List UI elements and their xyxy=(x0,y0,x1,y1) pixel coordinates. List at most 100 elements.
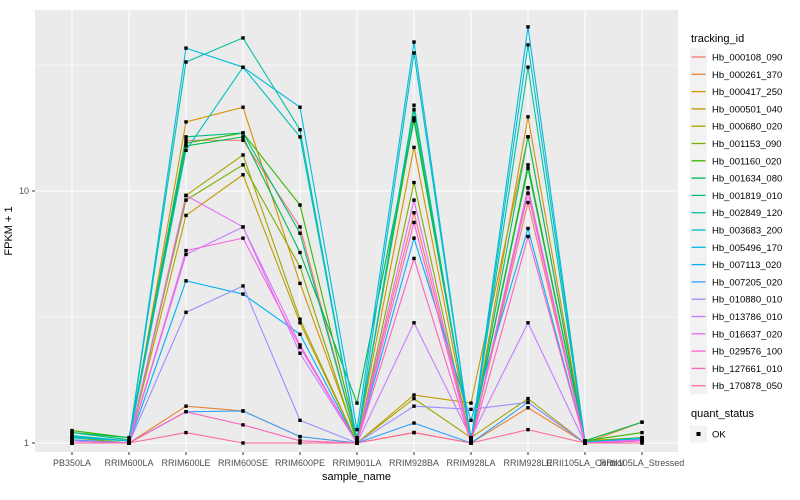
legend-item-label: Hb_000680_020 xyxy=(712,122,782,133)
data-point-marker xyxy=(412,396,416,401)
data-point-marker xyxy=(184,46,188,50)
data-point-marker xyxy=(241,409,245,413)
legend-item-label: Hb_007113_020 xyxy=(712,260,782,271)
legend-item-ok: OK xyxy=(690,425,726,443)
data-point-marker xyxy=(412,51,416,55)
data-point-marker xyxy=(469,441,473,445)
legend-item: Hb_127661_010 xyxy=(690,359,782,377)
data-point-marker xyxy=(184,60,188,64)
legend-item: Hb_000417_250 xyxy=(690,83,782,101)
legend-item-label: Hb_001160_020 xyxy=(712,156,782,167)
data-point-marker xyxy=(184,141,188,145)
data-point-marker xyxy=(241,292,245,296)
x-tick-label: RRIM928BA xyxy=(389,458,439,468)
data-point-marker xyxy=(241,236,245,240)
data-point-marker xyxy=(526,226,530,231)
legend-item: Hb_029576_100 xyxy=(690,342,782,360)
data-point-marker xyxy=(241,153,245,157)
data-point-marker xyxy=(526,186,530,190)
data-point-marker xyxy=(526,191,530,195)
data-point-marker xyxy=(241,441,245,445)
x-tick-label: RRIM928LA xyxy=(446,458,495,468)
data-point-marker xyxy=(70,441,74,445)
legend-item-label: Hb_002849_120 xyxy=(712,208,782,219)
data-point-marker xyxy=(70,428,74,433)
data-point-marker xyxy=(526,400,530,405)
data-point-marker xyxy=(640,420,644,424)
data-point-marker xyxy=(412,145,416,150)
legend-item-label: Hb_003683_200 xyxy=(712,226,782,237)
data-point-marker xyxy=(298,128,302,132)
data-point-marker xyxy=(241,138,245,142)
data-point-marker xyxy=(526,43,530,47)
data-point-marker xyxy=(298,351,302,355)
data-point-marker xyxy=(298,281,302,286)
data-point-marker xyxy=(526,25,530,29)
data-point-marker xyxy=(184,213,188,218)
data-point-marker xyxy=(184,252,188,257)
legend-item: Hb_010880_010 xyxy=(690,290,782,308)
data-point-marker xyxy=(469,401,473,405)
legend-item-label: Hb_000417_250 xyxy=(712,87,782,98)
x-tick-label: RRII105LA_Stressed xyxy=(600,458,685,468)
legend-item-label: Hb_000501_040 xyxy=(712,104,782,115)
data-point-marker xyxy=(298,434,302,439)
data-point-marker xyxy=(412,421,416,425)
data-point-marker xyxy=(355,427,359,432)
legend-title-tracking-id: tracking_id xyxy=(691,33,744,45)
legend-item-label: Hb_029576_100 xyxy=(712,347,782,358)
data-point-marker xyxy=(298,317,302,321)
legend-item-label: Hb_000108_090 xyxy=(712,53,782,64)
data-point-marker xyxy=(640,439,644,443)
data-point-marker xyxy=(355,439,359,443)
legend-item: Hb_001819_010 xyxy=(690,186,782,204)
data-point-marker xyxy=(127,441,131,445)
data-point-marker xyxy=(526,396,530,401)
data-point-marker xyxy=(184,279,188,283)
legend-item-label: Hb_001634_080 xyxy=(712,174,782,185)
data-point-marker xyxy=(184,248,188,253)
data-point-marker xyxy=(184,138,188,142)
data-point-marker xyxy=(298,203,302,207)
data-point-marker xyxy=(526,166,530,171)
legend-title-quant-status: quant_status xyxy=(691,408,754,420)
data-point-marker xyxy=(526,406,530,410)
data-point-marker xyxy=(298,332,302,336)
data-point-marker xyxy=(298,231,302,235)
data-point-marker xyxy=(241,163,245,167)
legend-item-label: Hb_001153_090 xyxy=(712,139,782,150)
data-point-marker xyxy=(412,116,416,120)
data-point-marker xyxy=(298,343,302,347)
data-point-marker xyxy=(412,211,416,215)
legend-ok-label: OK xyxy=(712,430,726,441)
legend-item: Hb_000680_020 xyxy=(690,117,782,135)
data-point-marker xyxy=(70,434,74,439)
data-point-marker xyxy=(184,410,188,414)
x-tick-label: RRIM600PE xyxy=(275,458,325,468)
legend-item-label: Hb_007205_020 xyxy=(712,277,782,288)
data-point-marker xyxy=(526,321,530,325)
data-point-marker xyxy=(526,427,530,432)
data-point-marker xyxy=(412,220,416,225)
legend-item: Hb_013786_010 xyxy=(690,308,782,325)
data-point-marker xyxy=(412,180,416,185)
x-tick-label: RRII105LA_Control xyxy=(546,458,624,468)
x-tick-label: RRIM928LE xyxy=(503,458,552,468)
data-point-marker xyxy=(184,120,188,124)
data-point-marker xyxy=(469,418,473,423)
data-point-marker xyxy=(241,65,245,69)
data-point-marker xyxy=(640,441,644,445)
data-point-marker xyxy=(127,439,131,443)
x-axis-title: sample_name xyxy=(322,471,391,483)
data-point-marker xyxy=(526,65,530,69)
legend-item-label: Hb_005496_170 xyxy=(712,243,782,254)
data-point-marker xyxy=(412,430,416,435)
data-point-marker xyxy=(412,256,416,261)
legend-item-label: Hb_010880_010 xyxy=(712,295,782,306)
data-point-marker xyxy=(412,103,416,107)
data-point-marker xyxy=(412,393,416,397)
data-point-marker xyxy=(355,441,359,445)
data-point-marker xyxy=(298,105,302,109)
legend-item: Hb_003683_200 xyxy=(690,221,782,239)
